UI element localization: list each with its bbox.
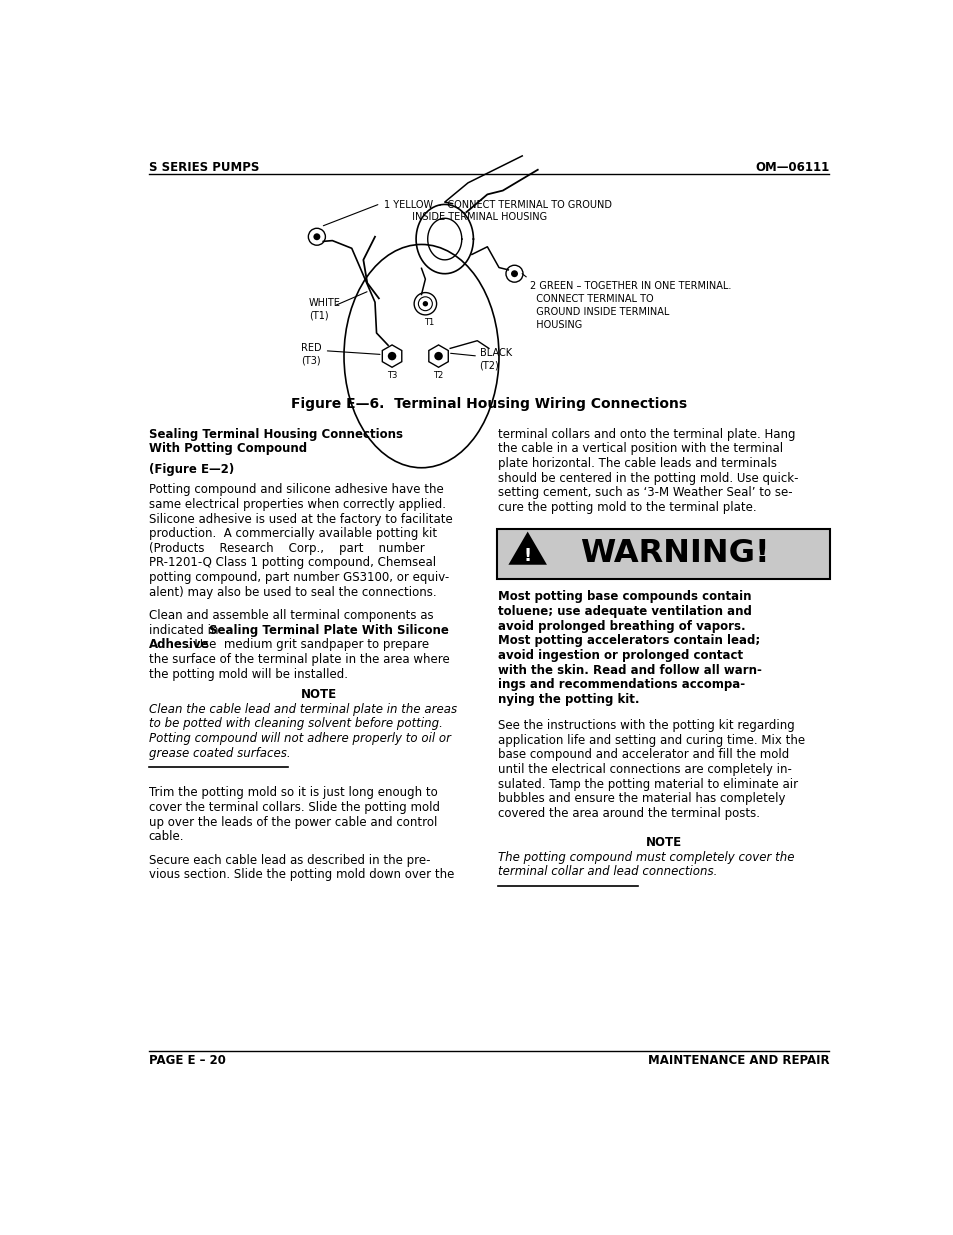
- Text: grease coated surfaces.: grease coated surfaces.: [149, 747, 290, 760]
- Text: up over the leads of the power cable and control: up over the leads of the power cable and…: [149, 815, 436, 829]
- Text: the surface of the terminal plate in the area where: the surface of the terminal plate in the…: [149, 653, 449, 666]
- Text: OM—06111: OM—06111: [754, 161, 828, 174]
- Text: BLACK: BLACK: [479, 348, 511, 358]
- Circle shape: [313, 233, 320, 241]
- Text: PR-1201-Q Class 1 potting compound, Chemseal: PR-1201-Q Class 1 potting compound, Chem…: [149, 557, 436, 569]
- Text: cure the potting mold to the terminal plate.: cure the potting mold to the terminal pl…: [497, 501, 756, 514]
- Text: covered the area around the terminal posts.: covered the area around the terminal pos…: [497, 806, 760, 820]
- Text: !: !: [523, 547, 531, 564]
- Text: The potting compound must completely cover the: The potting compound must completely cov…: [497, 851, 794, 863]
- Text: Potting compound and silicone adhesive have the: Potting compound and silicone adhesive h…: [149, 483, 443, 496]
- Text: base compound and accelerator and fill the mold: base compound and accelerator and fill t…: [497, 748, 789, 762]
- Circle shape: [387, 352, 395, 361]
- Text: terminal collars and onto the terminal plate. Hang: terminal collars and onto the terminal p…: [497, 427, 795, 441]
- Text: indicated in: indicated in: [149, 624, 222, 637]
- Text: toluene; use adequate ventilation and: toluene; use adequate ventilation and: [497, 605, 751, 618]
- Text: alent) may also be used to seal the connections.: alent) may also be used to seal the conn…: [149, 585, 436, 599]
- Text: setting cement, such as ‘3-M Weather Seal’ to se-: setting cement, such as ‘3-M Weather Sea…: [497, 487, 792, 499]
- Text: 1 YELLOW –  CONNECT TERMINAL TO GROUND: 1 YELLOW – CONNECT TERMINAL TO GROUND: [384, 200, 612, 210]
- Text: (T1): (T1): [309, 311, 329, 321]
- Text: NOTE: NOTE: [300, 688, 336, 701]
- Text: See the instructions with the potting kit regarding: See the instructions with the potting ki…: [497, 719, 794, 732]
- Text: cover the terminal collars. Slide the potting mold: cover the terminal collars. Slide the po…: [149, 802, 439, 814]
- Text: NOTE: NOTE: [645, 836, 681, 850]
- Circle shape: [511, 270, 517, 277]
- Text: (T3): (T3): [301, 356, 320, 366]
- Text: GROUND INSIDE TERMINAL: GROUND INSIDE TERMINAL: [530, 306, 669, 317]
- Text: HOUSING: HOUSING: [530, 320, 581, 330]
- Text: Clean the cable lead and terminal plate in the areas: Clean the cable lead and terminal plate …: [149, 703, 456, 716]
- Text: INSIDE TERMINAL HOUSING: INSIDE TERMINAL HOUSING: [384, 212, 547, 222]
- Text: should be centered in the potting mold. Use quick-: should be centered in the potting mold. …: [497, 472, 798, 484]
- Circle shape: [422, 301, 428, 306]
- Text: the potting mold will be installed.: the potting mold will be installed.: [149, 668, 347, 680]
- Text: Potting compound will not adhere properly to oil or: Potting compound will not adhere properl…: [149, 732, 450, 745]
- Text: T1: T1: [424, 319, 434, 327]
- Text: T3: T3: [387, 372, 396, 380]
- Text: avoid prolonged breathing of vapors.: avoid prolonged breathing of vapors.: [497, 620, 745, 632]
- FancyBboxPatch shape: [497, 529, 829, 579]
- Text: WHITE: WHITE: [309, 299, 340, 309]
- Text: ings and recommendations accompa-: ings and recommendations accompa-: [497, 678, 744, 692]
- Text: vious section. Slide the potting mold down over the: vious section. Slide the potting mold do…: [149, 868, 454, 882]
- Text: with the skin. Read and follow all warn-: with the skin. Read and follow all warn-: [497, 663, 761, 677]
- Text: S SERIES PUMPS: S SERIES PUMPS: [149, 161, 259, 174]
- Text: PAGE E – 20: PAGE E – 20: [149, 1053, 225, 1067]
- Text: cable.: cable.: [149, 830, 184, 844]
- Text: sulated. Tamp the potting material to eliminate air: sulated. Tamp the potting material to el…: [497, 778, 798, 790]
- Text: (T2): (T2): [479, 361, 498, 370]
- Text: Silicone adhesive is used at the factory to facilitate: Silicone adhesive is used at the factory…: [149, 513, 452, 526]
- Text: Sealing Terminal Housing Connections: Sealing Terminal Housing Connections: [149, 427, 402, 441]
- Text: CONNECT TERMINAL TO: CONNECT TERMINAL TO: [530, 294, 653, 304]
- Text: potting compound, part number GS3100, or equiv-: potting compound, part number GS3100, or…: [149, 571, 449, 584]
- Text: application life and setting and curing time. Mix the: application life and setting and curing …: [497, 734, 804, 747]
- Text: bubbles and ensure the material has completely: bubbles and ensure the material has comp…: [497, 793, 785, 805]
- Circle shape: [434, 352, 442, 361]
- Text: Adhesive: Adhesive: [149, 638, 209, 651]
- Text: until the electrical connections are completely in-: until the electrical connections are com…: [497, 763, 791, 776]
- Text: Secure each cable lead as described in the pre-: Secure each cable lead as described in t…: [149, 853, 430, 867]
- Text: Clean and assemble all terminal components as: Clean and assemble all terminal componen…: [149, 609, 433, 622]
- Text: (Figure E—2): (Figure E—2): [149, 463, 233, 475]
- Text: . Use  medium grit sandpaper to prepare: . Use medium grit sandpaper to prepare: [187, 638, 429, 651]
- Text: same electrical properties when correctly applied.: same electrical properties when correctl…: [149, 498, 445, 511]
- Text: nying the potting kit.: nying the potting kit.: [497, 693, 639, 706]
- Text: (Products    Research    Corp.,    part    number: (Products Research Corp., part number: [149, 542, 424, 555]
- Text: 2 GREEN – TOGETHER IN ONE TERMINAL.: 2 GREEN – TOGETHER IN ONE TERMINAL.: [530, 280, 731, 290]
- Text: RED: RED: [301, 343, 322, 353]
- Text: plate horizontal. The cable leads and terminals: plate horizontal. The cable leads and te…: [497, 457, 777, 471]
- Text: With Potting Compound: With Potting Compound: [149, 442, 307, 456]
- Text: Trim the potting mold so it is just long enough to: Trim the potting mold so it is just long…: [149, 787, 437, 799]
- Text: WARNING!: WARNING!: [579, 538, 768, 569]
- Text: Sealing Terminal Plate With Silicone: Sealing Terminal Plate With Silicone: [209, 624, 449, 637]
- Text: production.  A commercially available potting kit: production. A commercially available pot…: [149, 527, 436, 540]
- Text: Most potting accelerators contain lead;: Most potting accelerators contain lead;: [497, 635, 760, 647]
- Text: MAINTENANCE AND REPAIR: MAINTENANCE AND REPAIR: [647, 1053, 828, 1067]
- Text: the cable in a vertical position with the terminal: the cable in a vertical position with th…: [497, 442, 782, 456]
- Text: Most potting base compounds contain: Most potting base compounds contain: [497, 590, 751, 604]
- Text: T2: T2: [433, 372, 443, 380]
- Text: to be potted with cleaning solvent before potting.: to be potted with cleaning solvent befor…: [149, 718, 442, 730]
- Text: Figure E—6.  Terminal Housing Wiring Connections: Figure E—6. Terminal Housing Wiring Conn…: [291, 396, 686, 411]
- Text: terminal collar and lead connections.: terminal collar and lead connections.: [497, 866, 717, 878]
- Text: avoid ingestion or prolonged contact: avoid ingestion or prolonged contact: [497, 648, 742, 662]
